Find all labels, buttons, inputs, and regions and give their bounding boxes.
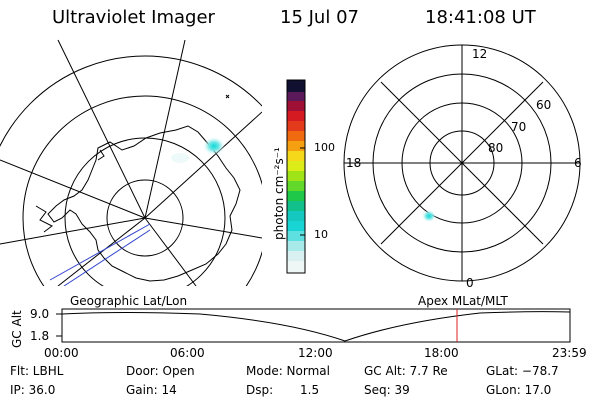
- colorbar-tick-10: 10: [314, 228, 328, 241]
- lat-label-70: 70: [511, 120, 527, 134]
- mlt-polar-plot: [343, 44, 581, 282]
- mlt-label-0: 0: [466, 276, 474, 290]
- right-projection-label: Apex MLat/MLT: [418, 294, 508, 308]
- mlt-label-18: 18: [346, 156, 362, 170]
- geographic-map: [0, 39, 262, 286]
- glat-status: GLat: −78.7: [486, 364, 559, 378]
- left-projection-label: Geographic Lat/Lon: [70, 294, 188, 308]
- time-tick-0600: 06:00: [170, 346, 205, 360]
- altitude-axis-label: GC Alt: [10, 310, 24, 348]
- instrument-title: Ultraviolet Imager: [52, 7, 215, 28]
- time-tick-0000: 00:00: [44, 346, 79, 360]
- seq-status: Seq: 39: [364, 383, 410, 397]
- altitude-tick-9: 9.0: [30, 307, 50, 321]
- time-tick-2359: 23:59: [552, 346, 587, 360]
- altitude-plot: [56, 308, 571, 343]
- colorbar: [286, 79, 306, 274]
- mlt-label-6: 6: [574, 156, 582, 170]
- date-label: 15 Jul 07: [280, 7, 359, 28]
- mlt-label-12: 12: [472, 47, 488, 61]
- gc-alt-status: GC Alt: 7.7 Re: [364, 364, 448, 378]
- colorbar-tick-100: 100: [314, 141, 335, 154]
- altitude-tick-1-8: 1.8: [30, 329, 50, 343]
- dsp-value: 1.5: [300, 383, 320, 397]
- door-status: Door: Open: [126, 364, 195, 378]
- glon-status: GLon: 17.0: [486, 383, 552, 397]
- gain-status: Gain: 14: [126, 383, 177, 397]
- ip-status: IP: 36.0: [10, 383, 56, 397]
- mode-status: Mode: Normal: [246, 364, 330, 378]
- dsp-label: Dsp:: [246, 383, 274, 397]
- time-tick-1800: 18:00: [424, 346, 459, 360]
- lat-label-60: 60: [536, 98, 552, 112]
- colorbar-unit-label: photon cm⁻²s⁻¹: [272, 147, 286, 240]
- coastline: [47, 125, 241, 282]
- filter-status: Flt: LBHL: [10, 364, 64, 378]
- time-tick-1200: 12:00: [298, 346, 333, 360]
- lat-label-80: 80: [488, 141, 504, 155]
- time-label: 18:41:08 UT: [425, 7, 536, 28]
